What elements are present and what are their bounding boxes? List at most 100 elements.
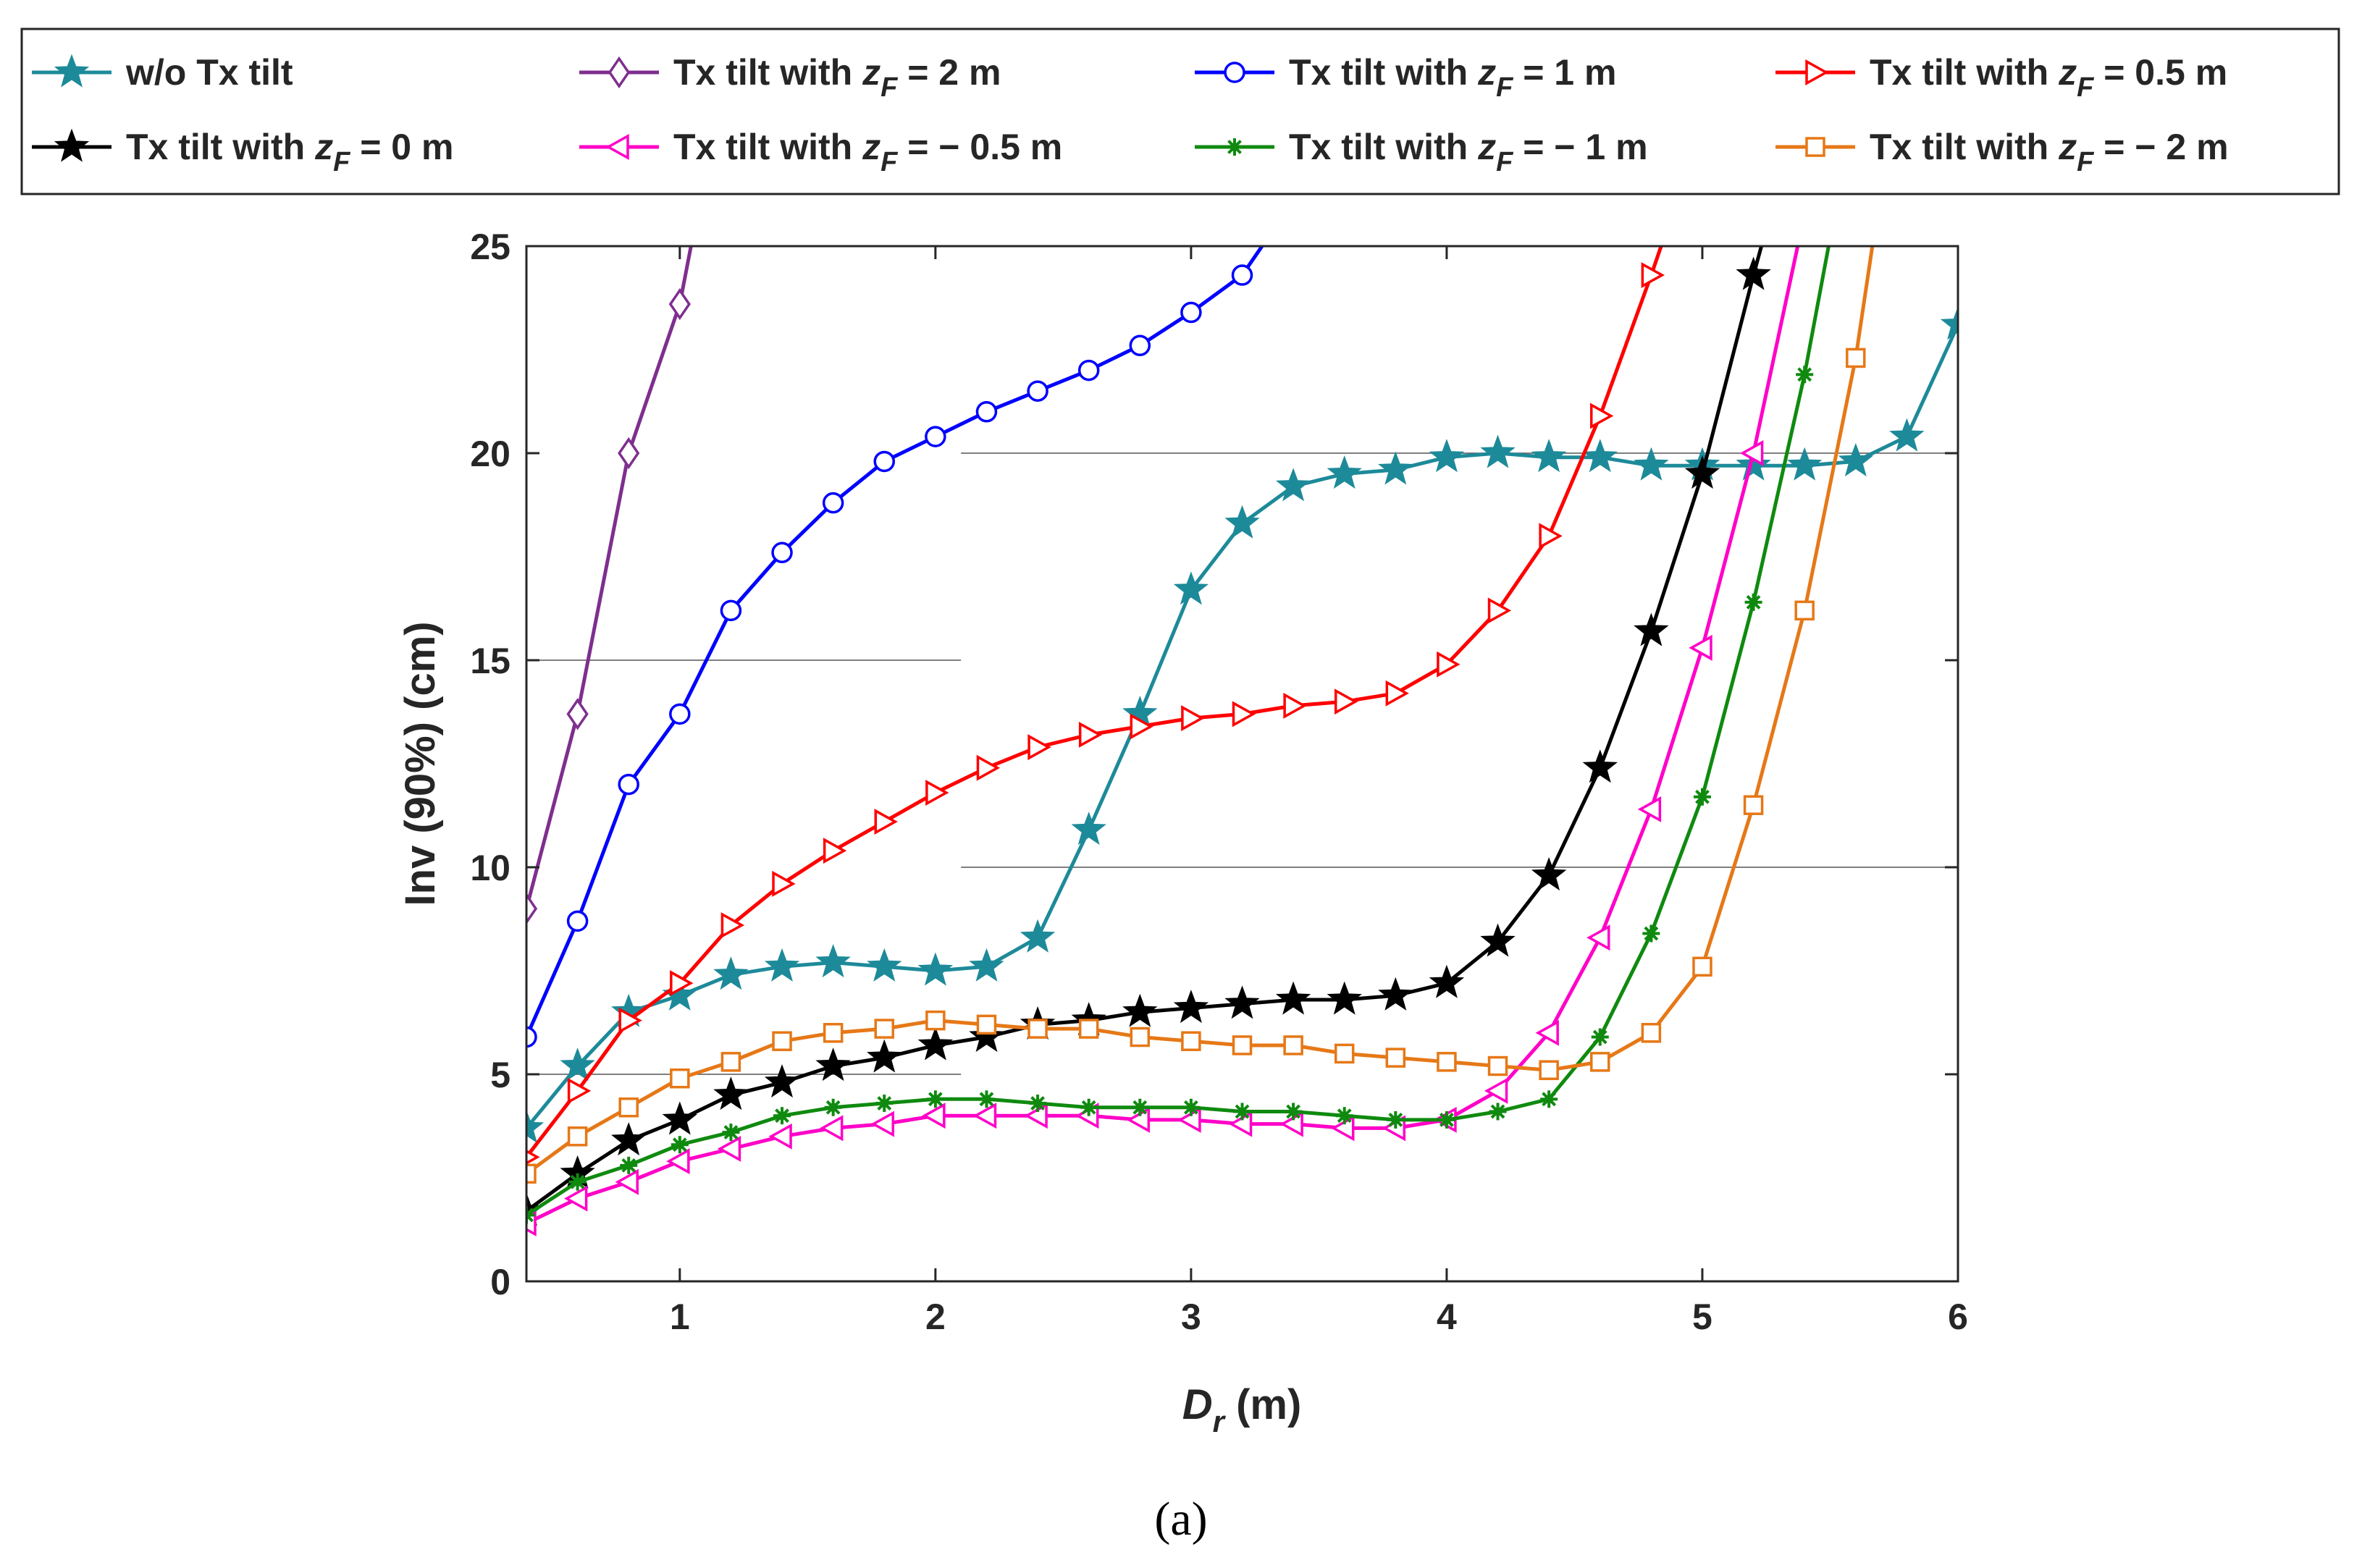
data-point (1743, 795, 1764, 815)
data-point (662, 1101, 697, 1135)
data-point (764, 948, 800, 982)
data-point (925, 780, 949, 806)
data-point (1838, 442, 1873, 477)
data-point (1122, 993, 1158, 1027)
data-point (1642, 924, 1660, 943)
data-point (1078, 1019, 1099, 1039)
data-point (1429, 964, 1465, 998)
data-point (618, 1097, 639, 1118)
data-point (1232, 701, 1256, 728)
data-point (670, 1068, 690, 1089)
data-point (526, 893, 538, 925)
data-point (1634, 612, 1669, 646)
data-point (1231, 264, 1253, 286)
y-tick-label: 25 (470, 227, 510, 267)
y-axis-label: Inv (90%) (cm) (397, 621, 444, 906)
data-point (925, 426, 946, 447)
data-point (1437, 1052, 1457, 1072)
data-point (768, 1123, 792, 1150)
data-point (1586, 924, 1610, 951)
data-point (870, 1110, 894, 1137)
data-point (978, 1090, 996, 1108)
data-point (566, 698, 589, 730)
data-point (1078, 721, 1103, 748)
data-point (1641, 1023, 1662, 1043)
data-point (1224, 985, 1260, 1019)
data-point (822, 492, 844, 514)
data-point (1480, 434, 1516, 468)
data-point (1787, 447, 1823, 481)
legend-marker (54, 128, 90, 162)
data-point (1689, 634, 1712, 661)
data-point (618, 773, 639, 796)
data-point (1130, 1027, 1151, 1048)
y-tick-label: 15 (470, 641, 510, 681)
data-point (720, 1052, 741, 1072)
data-point (1335, 1107, 1353, 1125)
data-point (969, 1019, 1004, 1053)
data-point (1539, 523, 1563, 549)
data-point (611, 1122, 647, 1156)
data-point (1181, 1031, 1201, 1051)
legend-entry: Tx tilt with zF = 1 m (1195, 52, 1616, 103)
legend-label: Tx tilt with zF = − 0.5 m (673, 127, 1062, 177)
data-point (772, 1031, 792, 1051)
series-5 (526, 246, 1800, 1236)
data-point (1437, 651, 1461, 678)
data-point (823, 838, 847, 864)
data-point (1077, 359, 1100, 382)
data-point (1181, 705, 1205, 732)
data-point (1334, 1043, 1355, 1064)
data-point (925, 1010, 946, 1031)
legend-label: w/o Tx tilt (125, 52, 293, 93)
legend-entry: Tx tilt with zF = − 2 m (1775, 127, 2229, 177)
data-point (1796, 366, 1814, 384)
legend-frame (20, 28, 2340, 195)
data-point (615, 1168, 639, 1195)
data-point (1131, 1098, 1149, 1116)
x-axis-label: Dr (m) (1182, 1381, 1302, 1438)
figure-caption: (a) (1154, 1493, 1207, 1546)
data-point (1285, 1103, 1303, 1121)
data-point (1129, 334, 1151, 357)
data-point (1489, 1103, 1507, 1121)
data-point (670, 970, 694, 997)
legend-label: Tx tilt with zF = 0.5 m (1870, 52, 2227, 103)
legend-marker (1226, 138, 1243, 156)
data-point (764, 1063, 800, 1098)
data-point (875, 1095, 894, 1113)
data-point (671, 1136, 689, 1154)
data-point (1846, 347, 1866, 368)
data-point (668, 287, 691, 321)
data-point (1531, 856, 1567, 891)
data-point (1744, 593, 1762, 611)
legend-marker (605, 134, 629, 160)
data-point (1080, 1098, 1098, 1116)
series-line (526, 246, 1265, 1038)
data-point (976, 1014, 997, 1035)
data-point (1590, 402, 1614, 429)
data-point (922, 1103, 946, 1129)
data-point (1531, 439, 1567, 473)
y-tick-label: 10 (470, 848, 510, 888)
data-point (1487, 597, 1512, 624)
data-point (824, 1098, 842, 1116)
data-point (773, 1107, 791, 1125)
legend-marker (608, 56, 631, 89)
data-point (1684, 455, 1720, 489)
data-point (1739, 440, 1764, 466)
data-point (917, 952, 954, 986)
data-point (1027, 1019, 1048, 1039)
data-point (1535, 1019, 1559, 1046)
data-point (1736, 447, 1771, 481)
data-point (1283, 692, 1307, 719)
data-point (620, 1156, 638, 1174)
x-tick-label: 5 (1692, 1297, 1712, 1337)
legend-label: Tx tilt with zF = 1 m (1289, 52, 1616, 103)
data-point (969, 948, 1004, 982)
series-4 (526, 246, 1771, 1226)
data-point (566, 910, 589, 932)
data-point (666, 1148, 690, 1175)
data-point (722, 1124, 740, 1142)
